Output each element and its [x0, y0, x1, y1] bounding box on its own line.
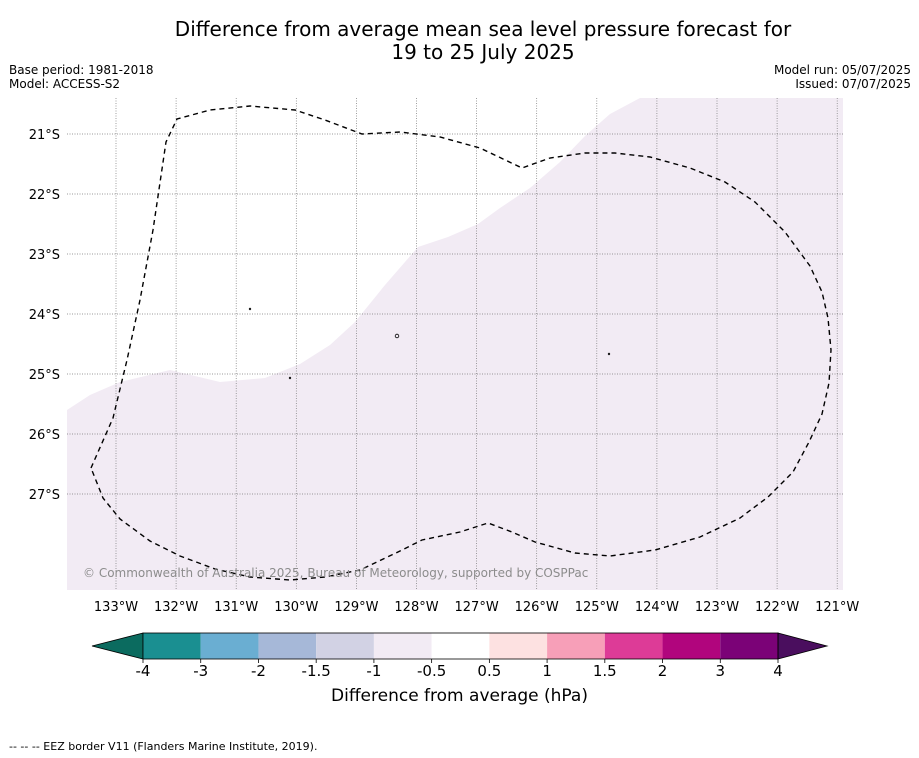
latitude-labels: 21°S 22°S 23°S 24°S 25°S 26°S 27°S [29, 128, 60, 503]
colorbar-tick-label: -1.5 [302, 662, 331, 680]
colorbar-segment [547, 633, 605, 659]
colorbar-tick-label: -3 [193, 662, 208, 680]
colorbar: -4 -3 -2 -1.5 -1 -0.5 0.5 1 1.5 2 3 4 [91, 632, 829, 680]
eez-border [90, 105, 832, 581]
latitude-tick-label: 27°S [29, 488, 60, 503]
latitude-tick-label: 26°S [29, 428, 60, 443]
longitude-tick-label: 130°W [274, 600, 318, 615]
longitude-tick-label: 128°W [394, 600, 438, 615]
longitude-labels: 133°W 132°W 131°W 130°W 129°W 128°W 127°W 126°W… [94, 600, 860, 615]
chart-title: Difference from average mean sea level p… [0, 18, 919, 64]
colorbar-tick-label: 4 [773, 662, 783, 680]
model-name: Model: ACCESS-S2 [9, 77, 121, 91]
longitude-tick-label: 123°W [695, 600, 739, 615]
colorbar-tick-label: 3 [715, 662, 725, 680]
latitude-tick-label: 23°S [29, 248, 60, 263]
title-line-2: 19 to 25 July 2025 [391, 40, 575, 64]
colorbar-segment [431, 633, 490, 659]
colorbar-tick-label: -0.5 [417, 662, 446, 680]
colorbar-outline [142, 632, 779, 660]
longitude-tick-label: 127°W [455, 600, 499, 615]
longitude-tick-label: 122°W [755, 600, 799, 615]
colorbar-tick-label: -4 [136, 662, 151, 680]
title-line-1: Difference from average mean sea level p… [174, 17, 792, 41]
footnote: -- -- -- EEZ border V11 (Flanders Marine… [9, 740, 318, 753]
longitude-tick-label: 124°W [635, 600, 679, 615]
colorbar-tick-label: -1 [366, 662, 381, 680]
colorbar-tick-label: 1.5 [593, 662, 617, 680]
colorbar-under-arrow [91, 632, 144, 660]
islands [248, 307, 611, 380]
model-run: Model run: 05/07/2025 [773, 63, 911, 77]
meta-left: Base period: 1981-2018 Model: ACCESS-S2 [9, 63, 154, 91]
base-period: Base period: 1981-2018 [9, 63, 154, 77]
longitude-tick-label: 133°W [94, 600, 138, 615]
colorbar-segment [604, 633, 663, 659]
longitude-tick-label: 126°W [515, 600, 559, 615]
issued-date: Issued: 07/07/2025 [795, 77, 911, 91]
latitude-tick-label: 21°S [29, 128, 60, 143]
colorbar-segment [373, 633, 432, 659]
map-area [67, 98, 843, 590]
island-marker [288, 376, 292, 380]
colorbar-segment [662, 633, 721, 659]
longitude-tick-label: 121°W [815, 600, 859, 615]
latitude-tick-label: 22°S [29, 188, 60, 203]
copyright-text: © Commonwealth of Australia 2025, Bureau… [83, 566, 588, 580]
island-marker [394, 333, 400, 339]
colorbar-segment [489, 633, 548, 659]
colorbar-segment [720, 633, 778, 659]
longitude-tick-label: 131°W [214, 600, 258, 615]
colorbar-over-arrow [777, 632, 829, 660]
colorbar-tick-label: -2 [251, 662, 266, 680]
island-marker [248, 307, 252, 311]
colorbar-tick-label: 1 [542, 662, 552, 680]
anomaly-shaded-region [67, 98, 843, 590]
longitude-tick-label: 132°W [154, 600, 198, 615]
colorbar-tick-label: 0.5 [477, 662, 501, 680]
longitude-tick-label: 129°W [334, 600, 378, 615]
colorbar-segment [143, 633, 201, 659]
colorbar-label: Difference from average (hPa) [331, 686, 588, 706]
colorbar-segment [258, 633, 317, 659]
latitude-tick-label: 24°S [29, 308, 60, 323]
meta-right: Model run: 05/07/2025 Issued: 07/07/2025 [774, 63, 911, 91]
latitude-tick-label: 25°S [29, 368, 60, 383]
longitude-tick-label: 125°W [575, 600, 619, 615]
colorbar-segment [316, 633, 374, 659]
graticule [67, 98, 843, 590]
colorbar-tick-label: 2 [658, 662, 668, 680]
colorbar-segment [200, 633, 259, 659]
island-marker [607, 352, 611, 356]
